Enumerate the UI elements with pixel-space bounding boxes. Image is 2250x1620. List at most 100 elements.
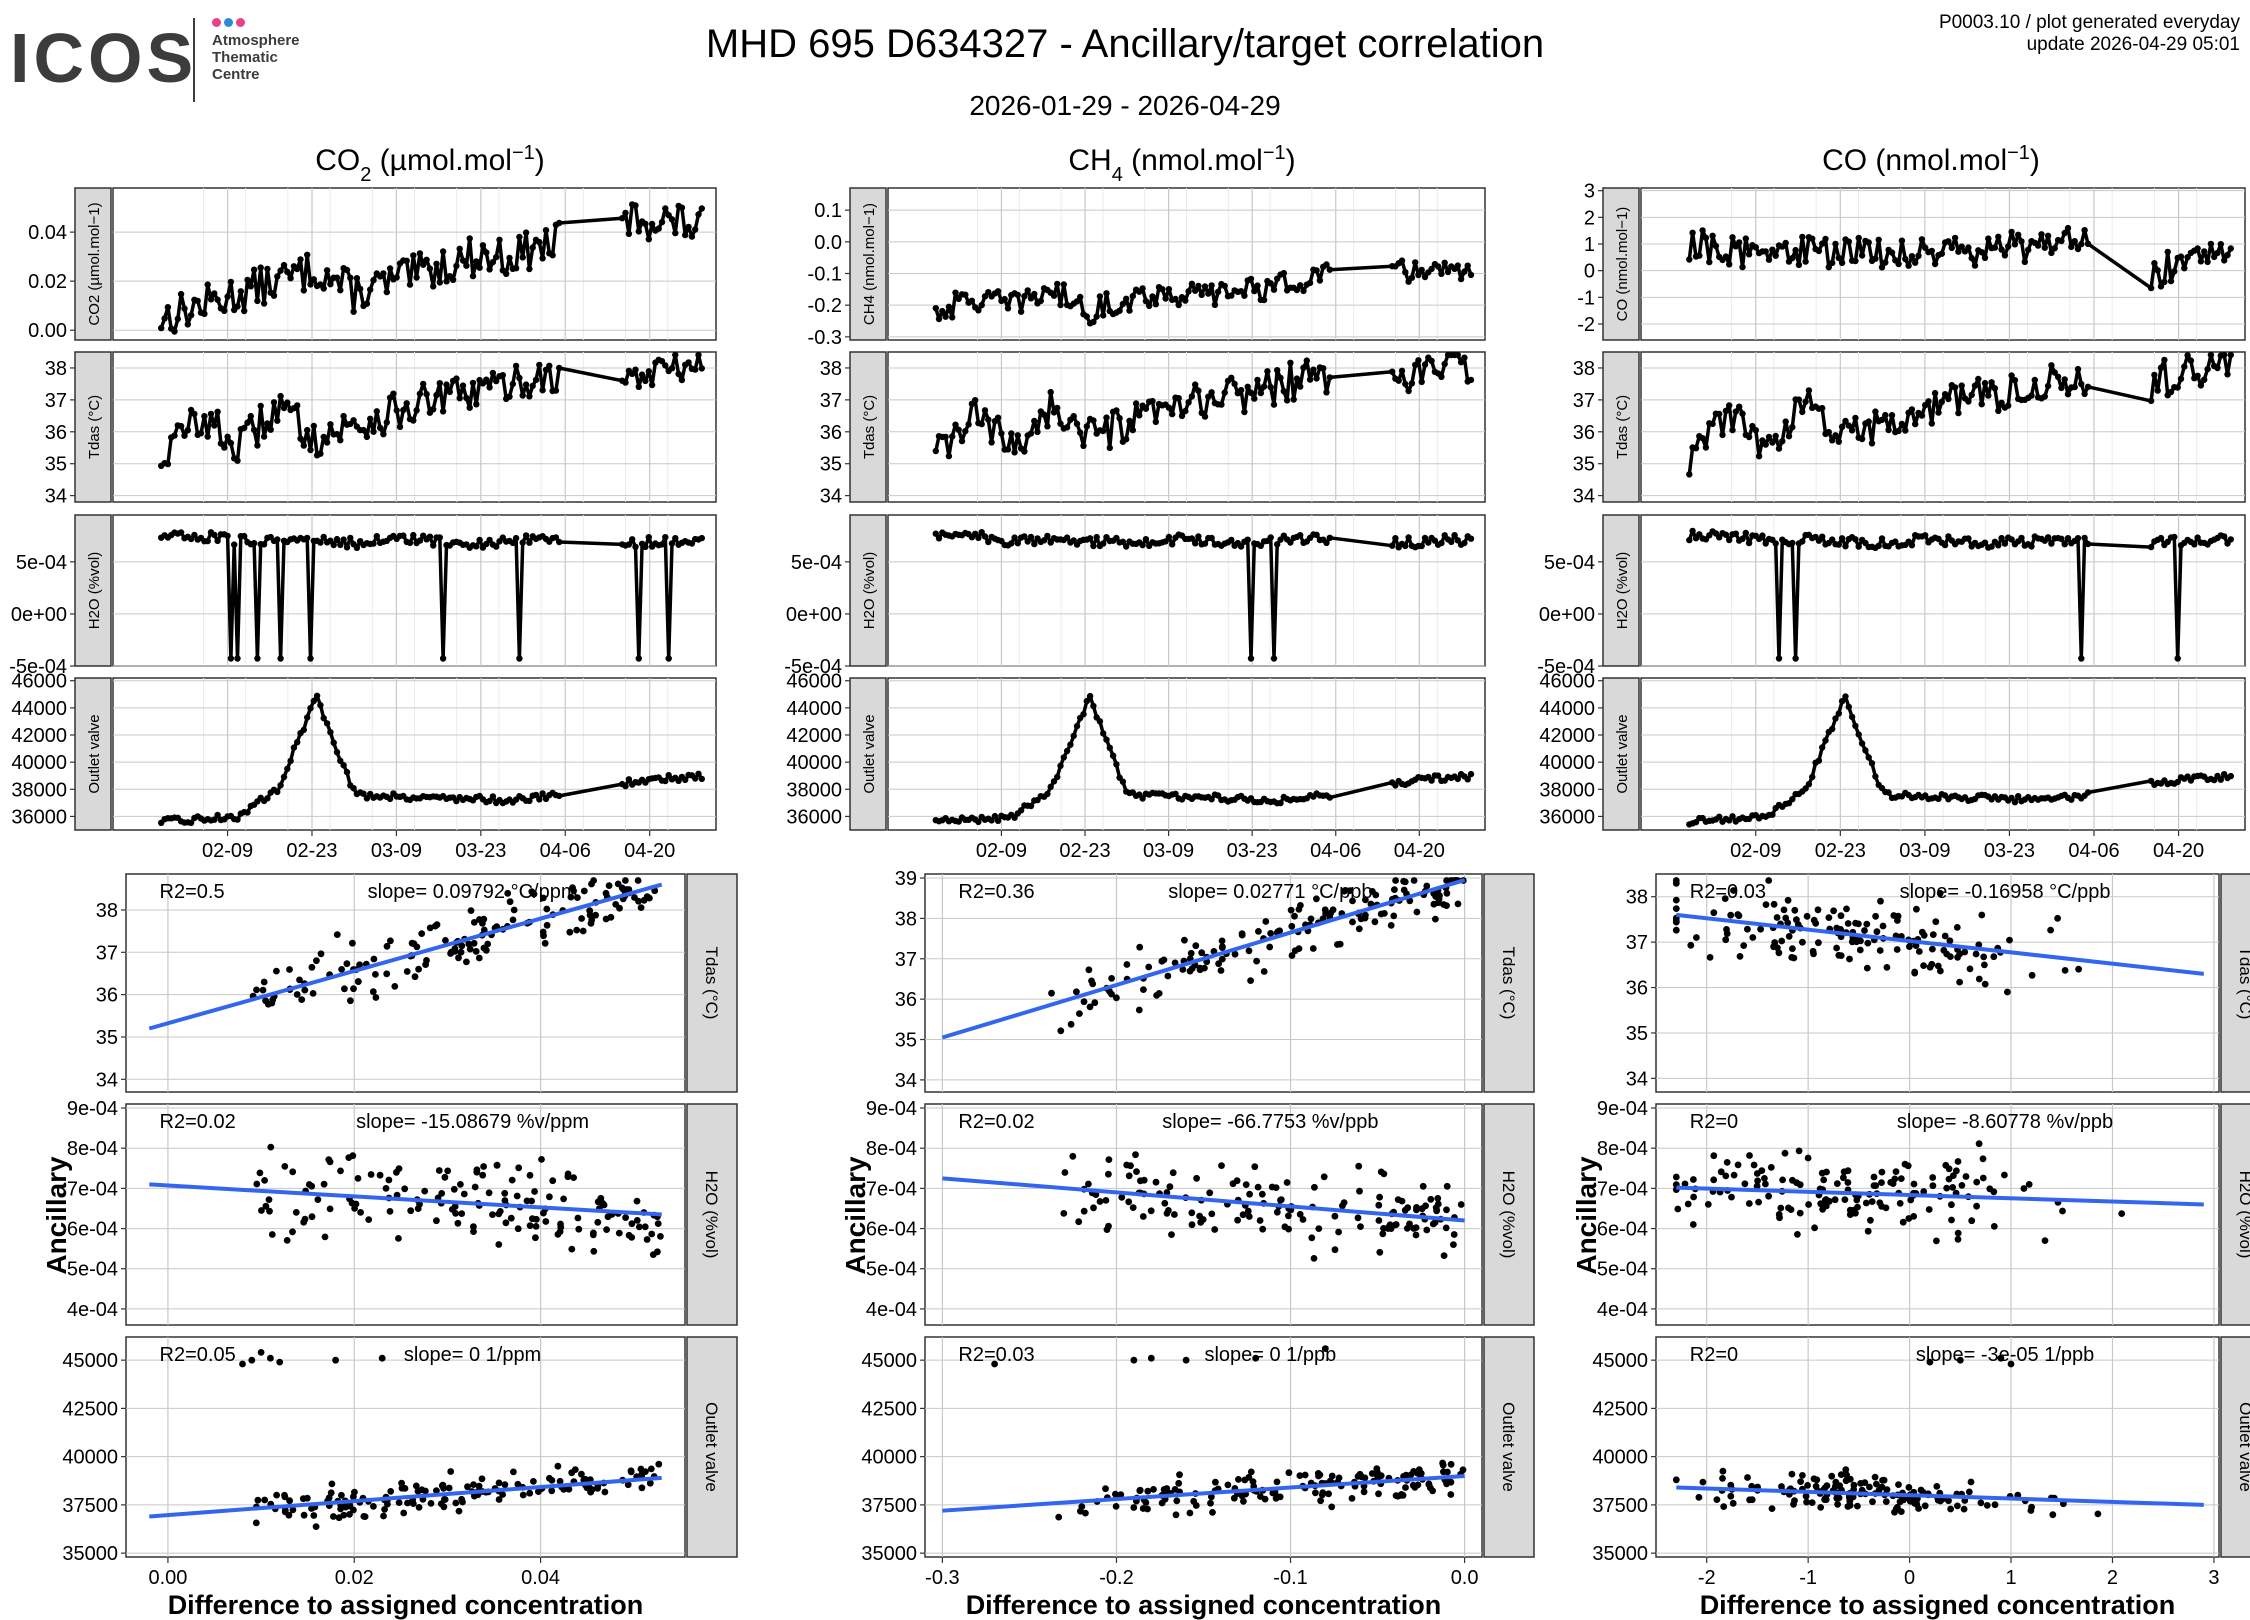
data-point bbox=[447, 1468, 455, 1475]
data-point bbox=[1819, 744, 1826, 751]
data-point bbox=[398, 1479, 405, 1487]
data-point bbox=[1794, 921, 1802, 928]
data-point bbox=[1907, 1196, 1915, 1204]
data-point bbox=[211, 531, 218, 539]
x-tick-label: -0.3 bbox=[925, 1567, 959, 1589]
data-point bbox=[2197, 382, 2205, 389]
data-point bbox=[565, 1485, 573, 1493]
data-point bbox=[632, 366, 639, 373]
column-title: CH4 (nmol.mol−1) bbox=[1068, 142, 1295, 186]
data-point bbox=[300, 442, 307, 449]
y-tick-label: 5e-04 bbox=[791, 552, 842, 574]
data-point bbox=[1958, 243, 1965, 250]
data-point bbox=[619, 215, 626, 222]
data-point bbox=[1182, 1356, 1190, 1364]
data-point bbox=[260, 541, 268, 548]
data-point bbox=[1765, 1192, 1772, 1200]
data-point bbox=[1158, 1499, 1166, 1507]
data-point bbox=[333, 749, 341, 756]
y-tick-label: 34 bbox=[45, 486, 67, 508]
data-point bbox=[1722, 407, 1730, 415]
data-point bbox=[1247, 655, 1255, 662]
y-tick-label: 35 bbox=[1573, 454, 1595, 476]
data-point bbox=[266, 1207, 273, 1215]
data-point bbox=[254, 297, 261, 305]
data-point bbox=[1815, 939, 1822, 947]
data-point bbox=[261, 1177, 268, 1184]
data-point bbox=[1789, 254, 1796, 262]
data-point bbox=[1429, 1220, 1437, 1228]
data-point bbox=[1792, 655, 1799, 662]
data-point bbox=[426, 533, 434, 540]
y-tick-label: 42000 bbox=[11, 725, 67, 747]
data-point bbox=[1934, 1496, 1942, 1504]
data-point bbox=[337, 1167, 344, 1175]
data-point bbox=[1955, 248, 1962, 255]
data-point bbox=[1408, 274, 1416, 281]
data-point bbox=[433, 1487, 440, 1494]
x-tick-label: 04-06 bbox=[540, 840, 591, 862]
data-point bbox=[1119, 300, 1127, 308]
data-point bbox=[1879, 922, 1887, 930]
data-point bbox=[1450, 1241, 1457, 1248]
data-point bbox=[1251, 1163, 1259, 1171]
data-point bbox=[1953, 924, 1961, 931]
data-point bbox=[383, 419, 390, 426]
data-point bbox=[265, 1196, 273, 1203]
data-point bbox=[625, 230, 633, 237]
data-point bbox=[415, 1504, 423, 1511]
data-point bbox=[1258, 1190, 1266, 1198]
data-point bbox=[1017, 308, 1025, 315]
slope-label: slope= -66.7753 %v/ppb bbox=[1162, 1111, 1378, 1133]
data-point bbox=[1231, 380, 1238, 388]
data-point bbox=[239, 1360, 246, 1368]
data-point bbox=[1855, 234, 1862, 242]
data-point bbox=[1147, 1207, 1155, 1215]
data-point bbox=[2221, 257, 2228, 264]
data-point bbox=[1973, 1202, 1980, 1210]
data-point bbox=[949, 433, 956, 440]
data-point bbox=[1457, 1201, 1465, 1208]
data-point bbox=[260, 433, 268, 440]
logo-divider bbox=[193, 18, 195, 102]
data-point bbox=[1077, 429, 1084, 436]
data-point bbox=[466, 235, 473, 242]
data-point bbox=[543, 921, 551, 929]
data-point bbox=[1754, 1177, 1761, 1185]
data-point bbox=[467, 907, 475, 914]
data-point bbox=[2007, 1360, 2015, 1368]
strip-label: Tdas (°C) bbox=[1499, 947, 1518, 1020]
data-point bbox=[1911, 968, 1919, 976]
x-tick-label: 03-23 bbox=[1984, 840, 2035, 862]
data-point bbox=[1813, 1476, 1821, 1484]
data-point bbox=[1808, 1499, 1816, 1506]
panel-strip bbox=[686, 1103, 738, 1326]
column-title-part: 4 bbox=[1112, 164, 1123, 186]
data-point bbox=[2227, 351, 2234, 359]
data-point bbox=[380, 1512, 387, 1520]
panel-frame bbox=[1655, 873, 2220, 1093]
data-point bbox=[1765, 256, 1773, 263]
y-tick-label: 46000 bbox=[11, 671, 67, 693]
data-point bbox=[1893, 946, 1901, 953]
data-point bbox=[1672, 926, 1680, 934]
data-point bbox=[499, 1491, 506, 1498]
data-point bbox=[1247, 389, 1255, 396]
data-point bbox=[1925, 1206, 1933, 1213]
data-point bbox=[1434, 772, 1442, 779]
data-point bbox=[532, 1234, 539, 1242]
data-point bbox=[1011, 449, 1018, 456]
data-point bbox=[456, 395, 463, 402]
data-point bbox=[1427, 1195, 1435, 1203]
data-point bbox=[253, 986, 260, 994]
data-point bbox=[444, 1167, 452, 1175]
data-point bbox=[648, 381, 656, 389]
data-point bbox=[1196, 966, 1204, 974]
data-point bbox=[343, 544, 351, 551]
data-point bbox=[1779, 438, 1786, 445]
data-point bbox=[1161, 1199, 1169, 1207]
y-tick-label: 45000 bbox=[62, 1350, 118, 1372]
data-point bbox=[2071, 238, 2078, 245]
data-point bbox=[459, 257, 467, 264]
